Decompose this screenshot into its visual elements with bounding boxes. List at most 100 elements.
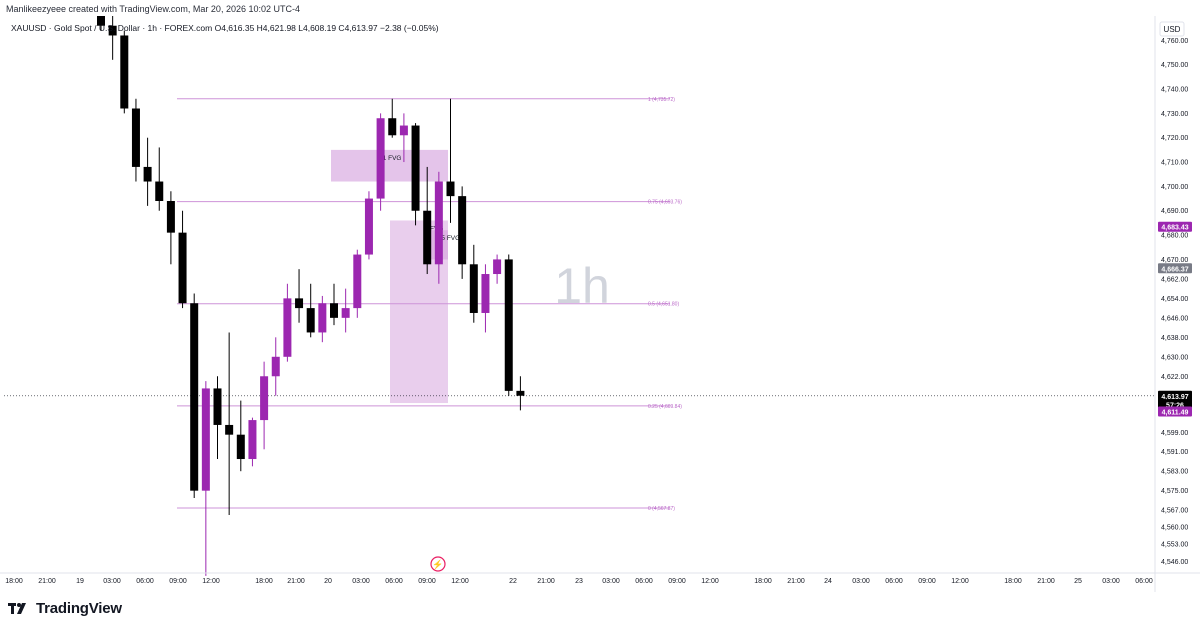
bear-candle[interactable]	[143, 166, 152, 182]
fvg-label: H1 FVG	[378, 155, 401, 162]
bull-candle[interactable]	[201, 388, 210, 491]
bear-candle[interactable]	[388, 118, 397, 136]
bear-candle[interactable]	[155, 181, 164, 201]
price-tick-label: 4,560.00	[1161, 525, 1188, 532]
time-tick-label: 18:00	[5, 578, 23, 585]
bull-candle[interactable]	[248, 420, 257, 460]
price-tick-label: 4,740.00	[1161, 87, 1188, 94]
price-label-bg	[1158, 221, 1192, 232]
bear-candle[interactable]	[516, 390, 525, 396]
time-tick-label: 21:00	[537, 578, 555, 585]
price-label: 4,613.97	[1161, 394, 1188, 401]
bear-candle[interactable]	[458, 196, 467, 265]
lightning-glyph: ⚡	[432, 559, 443, 571]
time-tick-label: 09:00	[169, 578, 187, 585]
bull-candle[interactable]	[493, 259, 502, 275]
bear-candle[interactable]	[178, 232, 187, 304]
currency-button[interactable]	[1159, 21, 1185, 37]
bull-candle[interactable]	[434, 181, 443, 265]
bear-candle[interactable]	[504, 259, 513, 391]
time-tick-label: 18:00	[754, 578, 772, 585]
time-tick-label: 21:00	[1037, 578, 1055, 585]
bear-candle[interactable]	[330, 303, 338, 318]
bear-candle[interactable]	[131, 108, 140, 167]
time-tick-label: 12:00	[451, 578, 469, 585]
price-tick-label: 4,583.00	[1161, 469, 1188, 476]
time-tick-label: 19	[76, 578, 84, 585]
bull-candle[interactable]	[399, 125, 408, 136]
price-label-bg	[1158, 390, 1192, 401]
price-tick-label: 4,700.00	[1161, 184, 1188, 191]
time-tick-label: 18:00	[1004, 578, 1022, 585]
time-tick-label: 21:00	[287, 578, 305, 585]
price-tick-label: 4,690.00	[1161, 208, 1188, 215]
bull-candle[interactable]	[260, 376, 269, 421]
bull-candle[interactable]	[364, 198, 373, 255]
time-tick-label: 06:00	[1135, 578, 1153, 585]
bull-candle[interactable]	[283, 298, 292, 357]
bear-candle[interactable]	[166, 201, 175, 233]
bear-candle[interactable]	[236, 434, 245, 460]
bear-candle[interactable]	[411, 125, 420, 211]
lightning-circle	[430, 556, 446, 572]
candlestick-chart[interactable]: 1h H1 FVGFVGM5 FVG 1 (4,735.72)0.75 (4,6…	[0, 3, 1200, 592]
time-tick-label: 06:00	[635, 578, 653, 585]
price-tick-label: 4,575.00	[1161, 488, 1188, 495]
fib-level-label: 0.25 (4,609.84)	[648, 404, 682, 410]
time-tick-label: 06:00	[385, 578, 403, 585]
time-tick-label: 03:00	[852, 578, 870, 585]
bear-candle[interactable]	[120, 35, 129, 109]
bear-candle[interactable]	[446, 181, 455, 197]
time-tick-label: 12:00	[701, 578, 719, 585]
bull-candle[interactable]	[271, 356, 280, 377]
bear-candle[interactable]	[423, 210, 432, 265]
bull-candle[interactable]	[481, 274, 490, 313]
price-tick-label: 4,630.00	[1161, 354, 1188, 361]
symbol-name[interactable]: XAUUSD · Gold Spot / U.S. Dollar · 1h · …	[11, 23, 213, 33]
timeframe-watermark: 1h	[554, 258, 610, 314]
bull-candle[interactable]	[353, 254, 362, 309]
chart-area[interactable]: 1h H1 FVGFVGM5 FVG 1 (4,735.72)0.75 (4,6…	[0, 3, 1200, 592]
brand-name: TradingView	[36, 599, 122, 617]
price-tick-label: 4,553.00	[1161, 542, 1188, 549]
price-tick-label: 4,646.00	[1161, 315, 1188, 322]
price-label: 57:26	[1166, 402, 1184, 409]
price-label: 4,666.37	[1161, 266, 1188, 273]
bull-candle[interactable]	[376, 118, 385, 199]
time-tick-label: 21:00	[787, 578, 805, 585]
price-tick-label: 4,622.00	[1161, 374, 1188, 381]
fib-level-label: 1 (4,735.72)	[648, 97, 675, 103]
time-tick-label: 20	[324, 578, 332, 585]
price-tick-label: 4,591.00	[1161, 449, 1188, 456]
fib-level-label: 0.75 (4,693.76)	[648, 200, 682, 206]
tv-logo-icon	[8, 601, 30, 615]
price-label: 4,611.49	[1162, 410, 1189, 417]
time-tick-label: 06:00	[136, 578, 154, 585]
price-label: 4,683.43	[1161, 225, 1188, 232]
bear-candle[interactable]	[469, 264, 478, 313]
fvg-zone[interactable]	[331, 149, 448, 182]
price-tick-label: 4,710.00	[1161, 160, 1188, 167]
bear-candle[interactable]	[108, 25, 117, 36]
tradingview-logo[interactable]: TradingView	[8, 598, 122, 618]
bear-candle[interactable]	[306, 308, 315, 333]
bull-candle[interactable]	[318, 303, 327, 333]
time-tick-label: 03:00	[602, 578, 620, 585]
price-tick-label: 4,638.00	[1161, 335, 1188, 342]
fib-level-label: 0 (4,567.87)	[648, 506, 675, 512]
bear-candle[interactable]	[190, 303, 199, 491]
time-tick-label: 23	[575, 578, 583, 585]
bear-candle[interactable]	[97, 13, 105, 26]
price-tick-label: 4,567.00	[1161, 508, 1188, 515]
price-label-bg	[1158, 263, 1192, 274]
time-tick-label: 06:00	[885, 578, 903, 585]
bull-candle[interactable]	[341, 308, 350, 318]
price-tick-label: 4,546.00	[1161, 559, 1188, 566]
price-tick-label: 4,730.00	[1161, 111, 1188, 118]
price-tick-label: 4,750.00	[1161, 62, 1188, 69]
bear-candle[interactable]	[213, 388, 222, 425]
bear-candle[interactable]	[225, 424, 234, 435]
symbol-legend[interactable]: XAUUSD · Gold Spot / U.S. Dollar · 1h · …	[11, 23, 439, 33]
event-lightning-icon[interactable]: ⚡	[430, 556, 446, 572]
bear-candle[interactable]	[295, 298, 304, 309]
